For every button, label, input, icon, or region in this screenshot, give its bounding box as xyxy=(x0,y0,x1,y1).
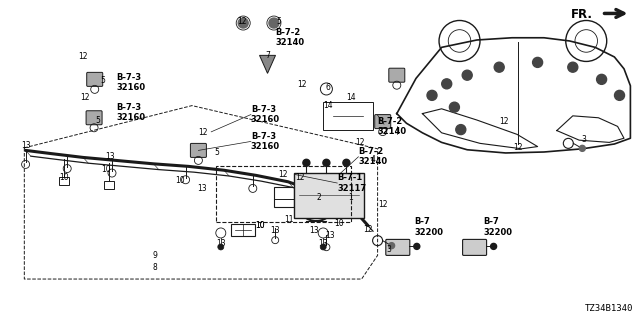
Circle shape xyxy=(456,124,466,135)
Text: 13: 13 xyxy=(324,231,335,240)
Text: 12: 12 xyxy=(278,170,287,179)
Text: 5: 5 xyxy=(95,116,100,125)
Text: 10: 10 xyxy=(100,165,111,174)
Circle shape xyxy=(427,90,437,100)
Text: B-7-3
32160: B-7-3 32160 xyxy=(116,73,146,92)
Text: 1: 1 xyxy=(348,193,353,202)
Text: B-7-2
32140: B-7-2 32140 xyxy=(358,147,388,166)
Text: 5: 5 xyxy=(214,148,219,157)
Text: 8: 8 xyxy=(152,263,157,272)
Circle shape xyxy=(303,159,310,166)
Text: 11: 11 xyxy=(285,215,294,224)
Text: 12: 12 xyxy=(295,173,304,182)
Text: 13: 13 xyxy=(20,141,31,150)
FancyBboxPatch shape xyxy=(86,111,102,125)
Text: 13: 13 xyxy=(216,239,226,248)
Text: 13: 13 xyxy=(196,184,207,193)
Text: 6: 6 xyxy=(325,84,330,92)
Circle shape xyxy=(218,244,224,250)
Text: 13: 13 xyxy=(318,239,328,248)
Text: B-7-3
32160: B-7-3 32160 xyxy=(251,105,280,124)
Text: B-7-3
32160: B-7-3 32160 xyxy=(116,103,146,122)
Circle shape xyxy=(343,159,350,166)
Text: 13: 13 xyxy=(270,226,280,235)
Text: 10: 10 xyxy=(175,176,186,185)
FancyBboxPatch shape xyxy=(191,143,206,157)
Circle shape xyxy=(388,243,395,249)
Text: 13: 13 xyxy=(105,152,115,161)
Circle shape xyxy=(320,244,326,250)
FancyBboxPatch shape xyxy=(294,173,364,218)
Text: 10: 10 xyxy=(255,221,266,230)
Text: B-7-3
32160: B-7-3 32160 xyxy=(251,132,280,151)
Text: 14: 14 xyxy=(346,93,356,102)
Circle shape xyxy=(238,18,248,28)
Text: 9: 9 xyxy=(152,252,157,260)
Circle shape xyxy=(579,145,586,151)
Text: 4: 4 xyxy=(371,155,376,164)
Circle shape xyxy=(449,102,460,112)
Text: 12: 12 xyxy=(198,128,207,137)
Text: 12: 12 xyxy=(514,143,523,152)
Text: B-7
32200: B-7 32200 xyxy=(483,218,512,237)
Text: 12: 12 xyxy=(378,200,387,209)
Text: 3: 3 xyxy=(582,135,587,144)
FancyBboxPatch shape xyxy=(375,115,390,129)
Circle shape xyxy=(414,244,420,249)
Circle shape xyxy=(596,74,607,84)
Text: 12: 12 xyxy=(355,138,364,147)
Polygon shape xyxy=(260,55,275,73)
FancyBboxPatch shape xyxy=(386,239,410,255)
Text: B-7
32200: B-7 32200 xyxy=(414,218,443,237)
Text: 12: 12 xyxy=(79,52,88,61)
Text: 13: 13 xyxy=(308,226,319,235)
Text: 12: 12 xyxy=(81,93,90,102)
FancyBboxPatch shape xyxy=(389,68,405,82)
Text: B-7-2
32140: B-7-2 32140 xyxy=(275,28,305,47)
Circle shape xyxy=(323,159,330,166)
Text: 7: 7 xyxy=(265,52,270,60)
Text: 10: 10 xyxy=(334,220,344,228)
Circle shape xyxy=(462,70,472,80)
Circle shape xyxy=(494,62,504,72)
FancyBboxPatch shape xyxy=(87,72,102,86)
Text: 2: 2 xyxy=(316,193,321,202)
Text: 3: 3 xyxy=(387,245,392,254)
Circle shape xyxy=(614,90,625,100)
Circle shape xyxy=(568,62,578,72)
Text: 12: 12 xyxy=(364,225,372,234)
Text: TZ34B1340: TZ34B1340 xyxy=(585,304,634,313)
Text: 10: 10 xyxy=(59,173,69,182)
Circle shape xyxy=(269,18,279,28)
Text: 14: 14 xyxy=(323,101,333,110)
Text: 12: 12 xyxy=(237,17,246,26)
Text: FR.: FR. xyxy=(572,8,593,21)
Text: 5: 5 xyxy=(276,17,281,26)
FancyBboxPatch shape xyxy=(463,239,486,255)
Bar xyxy=(216,166,351,222)
Circle shape xyxy=(442,79,452,89)
Text: B-7-2
32140: B-7-2 32140 xyxy=(378,117,407,136)
Text: 5: 5 xyxy=(100,76,105,85)
Text: 10: 10 xyxy=(255,221,266,230)
Text: 12: 12 xyxy=(499,117,508,126)
Circle shape xyxy=(491,244,497,249)
Circle shape xyxy=(532,57,543,68)
Text: 12: 12 xyxy=(298,80,307,89)
Text: B-7-1
32117: B-7-1 32117 xyxy=(337,173,367,193)
